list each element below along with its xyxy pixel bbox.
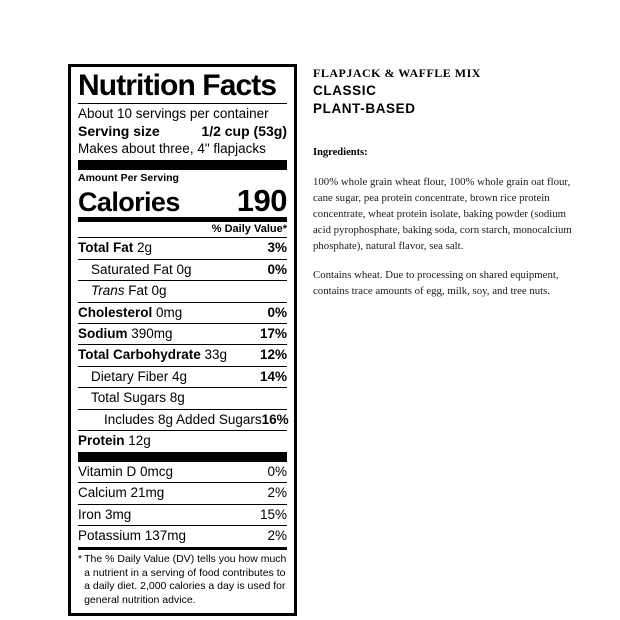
nutrient-name: Total Carbohydrate bbox=[78, 347, 201, 363]
nutrient-percent: 0% bbox=[267, 261, 287, 277]
nutrient-amount: 390mg bbox=[127, 326, 173, 341]
nutrient-amount: 33g bbox=[200, 347, 228, 363]
calories-row: Calories 190 bbox=[78, 183, 288, 219]
servings-per-container: About 10 servings per container bbox=[78, 106, 269, 121]
micronutrient-row: Calcium 21mg 2% bbox=[78, 482, 287, 503]
nutrient-percent: 3% bbox=[267, 240, 287, 256]
nutrient-row: Trans Fat 0g bbox=[78, 280, 287, 301]
divider-thick-above-calories bbox=[78, 160, 287, 170]
nutrient-name: Total Fat bbox=[78, 240, 134, 256]
serving-size-label: Serving size bbox=[78, 123, 160, 140]
nutrient-label: Trans Fat 0g bbox=[78, 283, 167, 299]
micronutrient-percent: 2% bbox=[267, 528, 287, 544]
nutrient-name: Cholesterol bbox=[78, 304, 153, 320]
micronutrient-row: Vitamin D 0mcg 0% bbox=[78, 462, 287, 482]
micronutrient-label: Vitamin D 0mcg bbox=[78, 463, 174, 479]
product-title-line1: FLAPJACK & WAFFLE MIX bbox=[313, 66, 481, 80]
micronutrient-row: Potassium 137mg 2% bbox=[78, 525, 287, 546]
divider-under-title bbox=[78, 103, 287, 104]
nutrient-name: Sodium bbox=[78, 326, 128, 341]
makes-about-note: Makes about three, 4" flapjacks bbox=[78, 141, 266, 157]
nutrient-label: Saturated Fat 0g bbox=[78, 262, 192, 278]
nutrient-row: Includes 8g Added Sugars 16% bbox=[78, 408, 289, 430]
micronutrient-label: Calcium 21mg bbox=[78, 485, 165, 501]
calories-value: 190 bbox=[236, 183, 288, 219]
divider-med-below-calories bbox=[78, 217, 287, 223]
nutrient-row: Total Fat 2g 3% bbox=[78, 237, 287, 258]
footnote-text: The % Daily Value (DV) tells you how muc… bbox=[84, 552, 287, 607]
nutrient-label: Dietary Fiber 4g bbox=[78, 369, 187, 385]
protein-name: Protein bbox=[78, 433, 125, 449]
nutrient-label: Total Fat 2g bbox=[78, 240, 152, 256]
nutrient-rows-group: Total Fat 2g 3% Saturated Fat 0g 0% Trans Fa… bbox=[78, 237, 289, 430]
product-info-panel: FLAPJACK & WAFFLE MIX CLASSIC PLANT-BASE… bbox=[313, 64, 575, 300]
divider-thick-above-micronutrients bbox=[78, 451, 287, 462]
nutrient-percent: 0% bbox=[267, 304, 287, 320]
nutrient-row: Cholesterol 0mg 0% bbox=[78, 301, 287, 323]
serving-size-row: Serving size 1/2 cup (53g) bbox=[78, 122, 287, 140]
micronutrient-row: Iron 3mg 15% bbox=[78, 503, 287, 525]
nutrient-amount: 0mg bbox=[152, 304, 183, 320]
footnote-asterisk: * bbox=[78, 552, 83, 565]
nutrient-percent: 16% bbox=[261, 411, 289, 427]
divider-above-footnote bbox=[78, 546, 287, 550]
nutrient-amount: Includes 8g Added Sugars bbox=[104, 411, 262, 427]
nutrient-row: Sodium 390mg 17% bbox=[78, 323, 287, 344]
nutrition-facts-title: Nutrition Facts bbox=[78, 69, 277, 102]
nutrient-percent: 12% bbox=[259, 347, 287, 363]
nutrient-amount: Dietary Fiber 4g bbox=[91, 368, 188, 384]
nutrient-row: Saturated Fat 0g 0% bbox=[78, 258, 287, 280]
nutrient-label: Cholesterol 0mg bbox=[78, 305, 182, 321]
calories-label: Calories bbox=[78, 187, 180, 218]
nutrient-label: Sodium 390mg bbox=[78, 326, 173, 342]
ingredients-text: 100% whole grain wheat flour, 100% whole… bbox=[313, 176, 572, 253]
micronutrient-label: Iron 3mg bbox=[78, 506, 132, 522]
protein-label: Protein 12g bbox=[78, 433, 151, 449]
micronutrient-percent: 0% bbox=[267, 463, 287, 479]
nutrient-amount: Saturated Fat 0g bbox=[91, 261, 192, 277]
micronutrient-label: Potassium 137mg bbox=[78, 528, 187, 544]
daily-value-header: % Daily Value* bbox=[211, 223, 287, 236]
nutrient-percent: 17% bbox=[259, 326, 287, 341]
nutrient-label: Total Carbohydrate 33g bbox=[78, 347, 227, 363]
micronutrient-percent: 15% bbox=[259, 506, 287, 522]
nutrient-row: Dietary Fiber 4g 14% bbox=[78, 365, 287, 387]
nutrition-facts-panel: Nutrition Facts About 10 servings per co… bbox=[68, 64, 297, 617]
amount-per-serving-label: Amount Per Serving bbox=[78, 172, 179, 184]
serving-size-value: 1/2 cup (53g) bbox=[201, 123, 287, 140]
protein-amount: 12g bbox=[124, 433, 151, 449]
nutrient-row: Total Carbohydrate 33g 12% bbox=[78, 344, 287, 365]
nutrient-amount: Total Sugars 8g bbox=[91, 390, 185, 406]
nutrient-label: Includes 8g Added Sugars bbox=[78, 412, 262, 428]
product-title-line2: CLASSIC bbox=[313, 83, 377, 98]
micronutrient-percent: 2% bbox=[267, 485, 287, 501]
nutrient-amount: 2g bbox=[133, 240, 153, 256]
nutrient-name-italic: Trans bbox=[91, 283, 125, 299]
nutrient-amount: Fat 0g bbox=[124, 283, 167, 299]
protein-row: Protein 12g bbox=[78, 430, 287, 451]
nutrient-percent: 14% bbox=[259, 368, 287, 384]
daily-value-footnote: * The % Daily Value (DV) tells you how m… bbox=[78, 550, 287, 608]
ingredients-heading: Ingredients: bbox=[313, 147, 368, 159]
micronutrient-rows-group: Vitamin D 0mcg 0% Calcium 21mg 2% Iron 3mg 15… bbox=[78, 462, 287, 547]
nutrient-label: Total Sugars 8g bbox=[78, 390, 185, 406]
allergen-text: Contains wheat. Due to processing on sha… bbox=[313, 269, 559, 298]
product-title-line3: PLANT-BASED bbox=[313, 101, 416, 117]
nutrient-row: Total Sugars 8g bbox=[78, 387, 287, 408]
